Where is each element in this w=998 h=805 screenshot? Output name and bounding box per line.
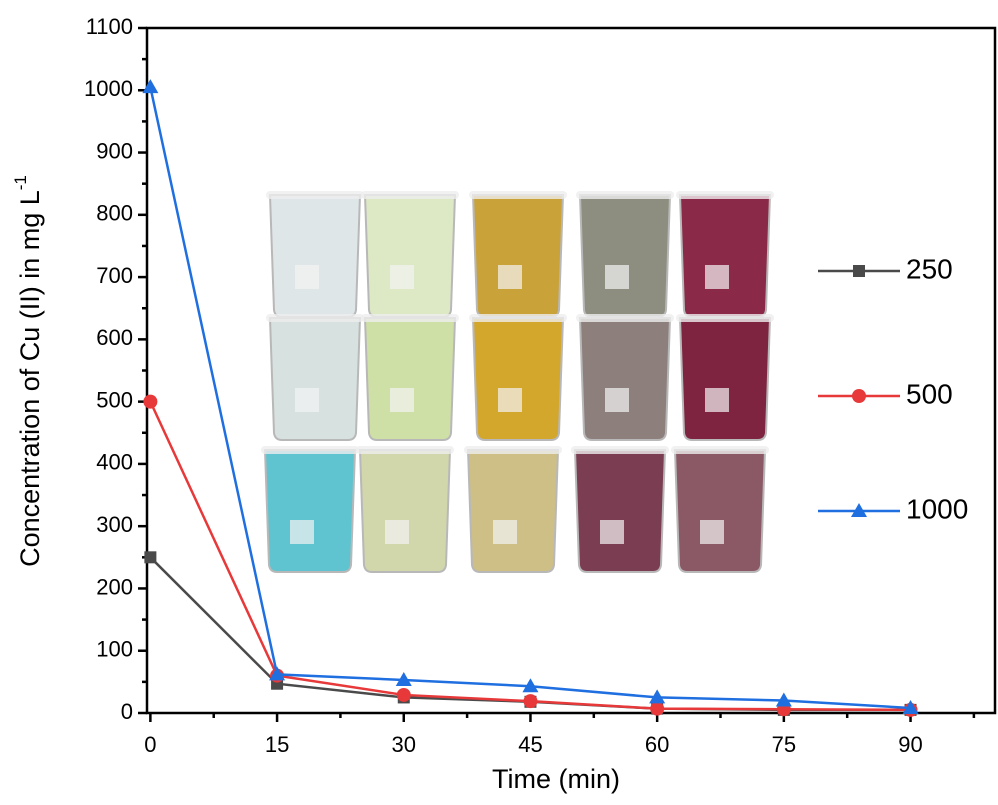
beaker-rim [361,191,459,199]
marker [523,694,537,708]
beaker-photo [261,191,774,572]
y-tick-label: 400 [96,450,133,475]
y-tick-label: 800 [96,201,133,226]
beaker-rim [361,314,459,322]
chart: Time (min) Concentration of Cu (II) in m… [0,0,998,805]
beaker [365,195,455,317]
legend-label: 1000 [906,493,968,524]
x-axis-title: Time (min) [492,764,620,794]
beaker [473,195,563,317]
beaker [680,195,770,317]
legend-label: 250 [906,253,953,284]
beaker [265,450,355,572]
beaker-label [605,265,629,289]
beaker [270,195,360,317]
beaker [360,450,450,572]
legend-marker [852,389,866,403]
x-tick-label: 75 [772,732,796,757]
beaker [365,318,455,440]
beaker-label [498,265,522,289]
beaker-rim [571,446,669,454]
marker [144,551,156,563]
beaker-label [705,388,729,412]
beaker [473,318,563,440]
beaker-rim [469,314,567,322]
beaker [580,195,670,317]
beaker-rim [464,446,562,454]
beaker-label [700,520,724,544]
beaker [580,318,670,440]
beaker [468,450,558,572]
y-axis-title-text: Concentration of Cu (II) in mg L [15,190,45,567]
legend-label: 500 [906,378,953,409]
marker [142,79,158,93]
beaker-label [493,520,517,544]
beaker-rim [266,314,364,322]
legend-marker [853,265,865,277]
beaker-rim [671,446,769,454]
y-tick-label: 1000 [84,76,133,101]
beaker-label [390,265,414,289]
y-tick-label: 700 [96,263,133,288]
beaker-rim [576,314,674,322]
beaker-label [390,388,414,412]
y-tick-label: 300 [96,512,133,537]
beaker [675,450,765,572]
y-axis-title-sup: -1 [11,175,30,190]
y-tick-label: 500 [96,387,133,412]
y-tick-label: 600 [96,325,133,350]
beaker-label [605,388,629,412]
beaker-label [295,388,319,412]
y-tick-label: 900 [96,138,133,163]
marker [650,702,664,716]
beaker-rim [676,191,774,199]
beaker-label [705,265,729,289]
y-tick-label: 1100 [86,14,133,39]
beaker-rim [676,314,774,322]
beaker-label [295,265,319,289]
beaker-rim [266,191,364,199]
beaker-label [600,520,624,544]
marker [397,688,411,702]
beaker-rim [261,446,359,454]
beaker-label [290,520,314,544]
beaker [270,318,360,440]
beaker-rim [356,446,454,454]
x-tick-label: 60 [645,732,669,757]
x-tick-label: 0 [144,732,156,757]
y-axis-title: Concentration of Cu (II) in mg L-1 [11,175,45,567]
y-tick-label: 0 [121,699,133,724]
x-tick-label: 15 [265,732,289,757]
marker [143,395,157,409]
beaker-label [385,520,409,544]
x-tick-label: 45 [518,732,542,757]
beaker [680,318,770,440]
x-tick-label: 30 [392,732,416,757]
y-tick-label: 200 [96,574,133,599]
x-tick-label: 90 [898,732,922,757]
beaker-rim [576,191,674,199]
y-tick-label: 100 [96,637,133,662]
beaker [575,450,665,572]
beaker-label [498,388,522,412]
beaker-rim [469,191,567,199]
